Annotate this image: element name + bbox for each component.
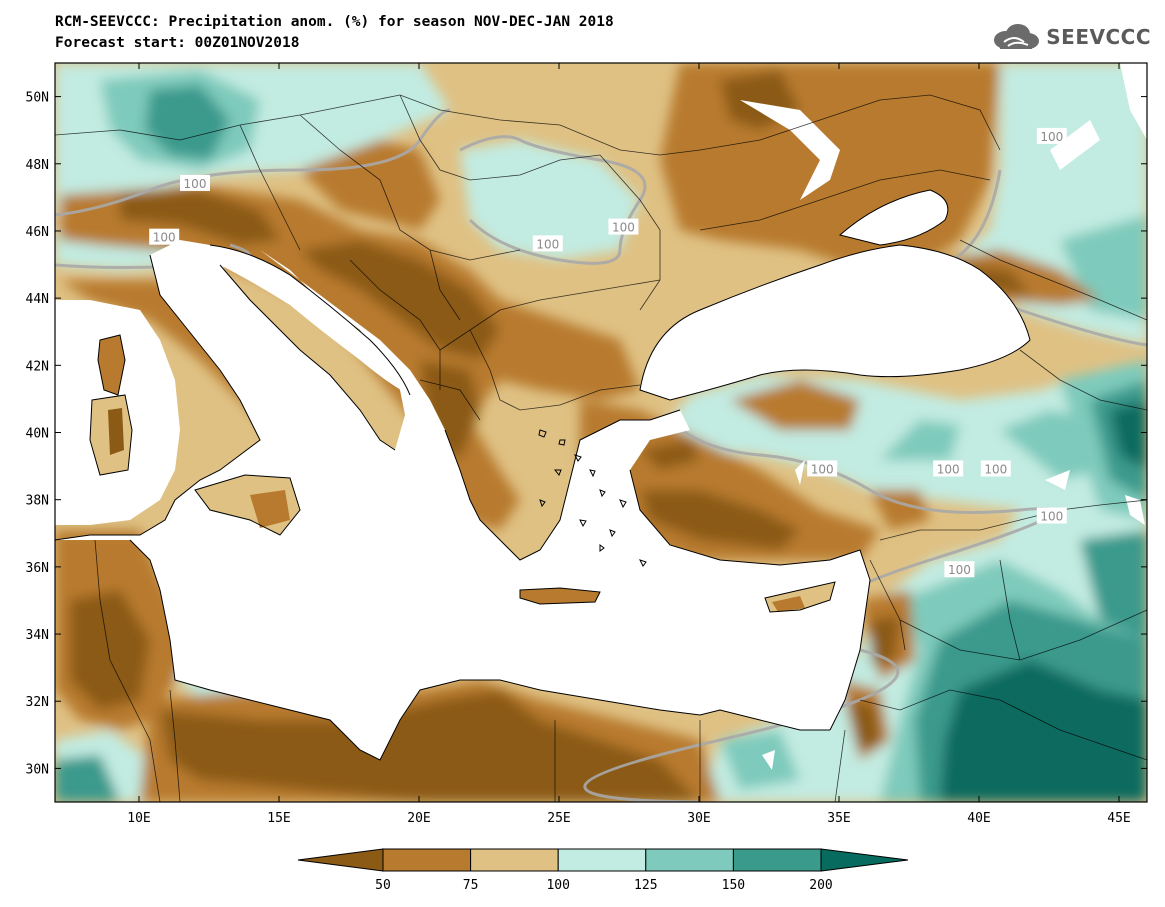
contour-label: 100: [184, 177, 207, 191]
colorbar-label: 200: [809, 878, 832, 893]
lon-tick-label: 20E: [407, 811, 430, 826]
latitude-axis: 30N 32N 34N 36N 38N 40N 42N 44N 46N 48N 50N: [26, 91, 1147, 777]
contour-label: 100: [948, 563, 971, 577]
contour-label-bg: [608, 218, 639, 235]
colorbar-max-arrow: [820, 848, 909, 872]
colorbar-segment: [732, 848, 822, 872]
contour-label-bg: [980, 460, 1011, 477]
cloud-logo-icon: [994, 24, 1040, 49]
contour-label-bg: [180, 174, 210, 191]
lat-tick-label: 32N: [26, 695, 49, 710]
coastlines: [55, 189, 1031, 761]
colorbar-label: 125: [634, 878, 657, 893]
colorbar-segment: [645, 848, 734, 872]
contour-label: 100: [536, 237, 559, 251]
lat-tick-label: 44N: [26, 292, 49, 307]
contour-label-bg: [532, 235, 563, 252]
contour-label: 100: [1040, 130, 1063, 144]
forecast-start-subtitle: Forecast start: 00Z01NOV2018: [55, 35, 300, 51]
colorbar-legend: 50 75 100 125 150 200: [297, 848, 909, 893]
lon-tick-label: 40E: [967, 811, 990, 826]
colorbar-segment: [557, 848, 647, 872]
longitude-axis: 10E 15E 20E 25E 30E 35E 40E 45E: [127, 63, 1131, 826]
colorbar-label: 75: [463, 878, 479, 893]
lat-tick-label: 30N: [26, 762, 49, 777]
lat-tick-label: 42N: [26, 359, 49, 374]
contour-label-bg: [933, 460, 964, 477]
lat-tick-label: 38N: [26, 494, 49, 509]
colorbar-segment: [470, 848, 559, 872]
contour-label-bg: [944, 561, 975, 578]
contour-label: 100: [612, 221, 635, 235]
colorbar-min-arrow: [297, 848, 384, 872]
contour-label: 100: [937, 462, 960, 476]
lon-tick-label: 35E: [827, 811, 850, 826]
contour-labels: 100 100 100 100 100 100 100 100 100 100: [149, 127, 1067, 578]
lat-tick-label: 36N: [26, 561, 49, 576]
contour-label: 100: [984, 462, 1007, 476]
lat-tick-label: 46N: [26, 225, 49, 240]
lat-tick-label: 50N: [26, 91, 49, 106]
lat-tick-label: 48N: [26, 158, 49, 173]
seevccc-logo: SEEVCCC: [990, 22, 1151, 52]
islands: [90, 335, 835, 612]
contour-label: 100: [811, 462, 834, 476]
contour-label-bg: [1036, 127, 1067, 144]
lon-tick-label: 25E: [547, 811, 570, 826]
colorbar-label: 50: [375, 878, 391, 893]
contour-label: 100: [153, 231, 176, 245]
map-title: RCM-SEEVCCC: Precipitation anom. (%) for…: [55, 14, 614, 30]
lon-tick-label: 10E: [127, 811, 150, 826]
lat-tick-label: 40N: [26, 427, 49, 442]
lon-tick-label: 45E: [1107, 811, 1130, 826]
logo-text: SEEVCCC: [1046, 25, 1151, 49]
lon-tick-label: 30E: [687, 811, 710, 826]
colorbar-label: 100: [546, 878, 569, 893]
lon-tick-label: 15E: [267, 811, 290, 826]
contour-label: 100: [1040, 509, 1063, 523]
contour-label-bg: [807, 460, 838, 477]
country-borders: [55, 94, 1147, 802]
colorbar-label: 150: [722, 878, 745, 893]
contour-label-bg: [1036, 507, 1067, 524]
contour-label-bg: [149, 228, 180, 245]
anomaly-field: 100 100 100 100 100 100 100 100 100 100: [55, 63, 1147, 802]
colorbar-segment: [382, 848, 472, 872]
lat-tick-label: 34N: [26, 628, 49, 643]
